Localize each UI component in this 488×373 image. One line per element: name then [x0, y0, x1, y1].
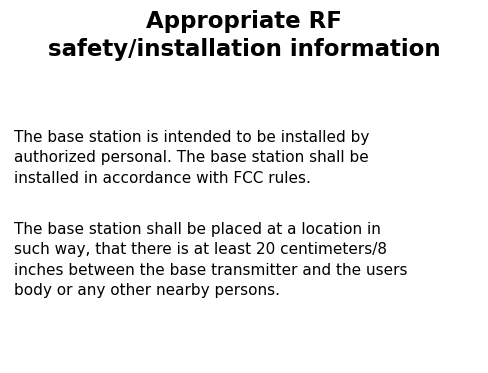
Text: The base station is intended to be installed by
authorized personal. The base st: The base station is intended to be insta…: [14, 130, 369, 186]
Text: Appropriate RF
safety/installation information: Appropriate RF safety/installation infor…: [48, 10, 440, 62]
Text: The base station shall be placed at a location in
such way, that there is at lea: The base station shall be placed at a lo…: [14, 222, 407, 298]
